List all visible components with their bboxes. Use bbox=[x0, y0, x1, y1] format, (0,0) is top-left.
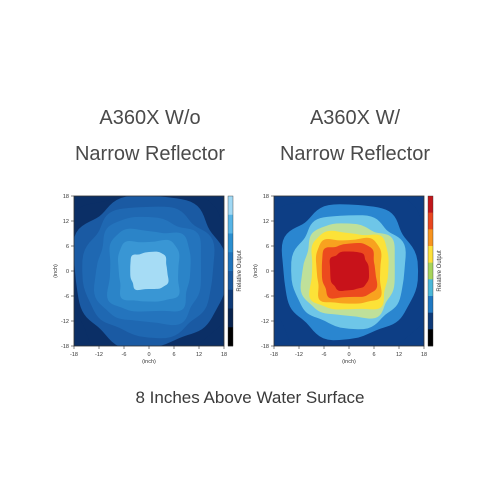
chart-title-left-line2: Narrow Reflector bbox=[74, 143, 226, 165]
y-tick-label: -12 bbox=[61, 319, 69, 325]
chart-title-right-line1: A360X W/ bbox=[309, 107, 401, 129]
y-tick-label: -12 bbox=[261, 319, 269, 325]
y-tick-label: 18 bbox=[263, 194, 269, 200]
colorbar-segment bbox=[428, 262, 433, 280]
colorbar-segment bbox=[428, 196, 433, 213]
x-tick-label: -12 bbox=[295, 352, 303, 358]
y-tick-label: 12 bbox=[63, 219, 69, 225]
figure-caption: 8 Inches Above Water Surface bbox=[135, 388, 365, 407]
colorbar-frame bbox=[427, 195, 434, 347]
y-tick-label: -18 bbox=[261, 344, 269, 350]
x-tick-label: -6 bbox=[122, 352, 127, 358]
x-tick-label: 6 bbox=[172, 352, 175, 358]
x-axis-label: (inch) bbox=[342, 359, 356, 365]
x-tick-label: -6 bbox=[322, 352, 327, 358]
colorbar-segment bbox=[228, 233, 233, 253]
colorbar-segment bbox=[228, 252, 233, 272]
heatmap-area-right bbox=[274, 196, 424, 346]
y-tick-label: -6 bbox=[264, 294, 269, 300]
heatmap-area-left bbox=[74, 196, 224, 346]
colorbar-segment bbox=[228, 214, 233, 234]
colorbar-label: Relative Output bbox=[237, 250, 243, 292]
y-axis-label: (inch) bbox=[253, 264, 259, 278]
x-axis-label: (inch) bbox=[142, 359, 156, 365]
x-tick-label: 12 bbox=[196, 352, 202, 358]
contour-band bbox=[130, 251, 169, 291]
x-tick-label: 0 bbox=[347, 352, 350, 358]
x-tick-label: -18 bbox=[270, 352, 278, 358]
chart-title-left-line1: A360X W/o bbox=[99, 107, 201, 129]
x-tick-label: -18 bbox=[70, 352, 78, 358]
colorbar-segment bbox=[228, 271, 233, 291]
y-tick-label: 6 bbox=[66, 244, 69, 250]
y-tick-label: -18 bbox=[61, 344, 69, 350]
x-tick-label: 18 bbox=[221, 352, 227, 358]
y-tick-label: 18 bbox=[63, 194, 69, 200]
chart-title-right: A360X W/ Narrow Reflector bbox=[245, 100, 465, 172]
colorbar-segment bbox=[428, 212, 433, 230]
x-tick-label: 12 bbox=[396, 352, 402, 358]
colorbar-segment bbox=[428, 229, 433, 247]
y-tick-label: 12 bbox=[263, 219, 269, 225]
colorbar-segment bbox=[428, 296, 433, 313]
y-tick-label: 0 bbox=[266, 269, 269, 275]
colorbar-segment bbox=[428, 329, 433, 347]
y-axis-label: (inch) bbox=[53, 264, 59, 278]
colorbar-segment bbox=[228, 308, 233, 328]
x-tick-label: -12 bbox=[95, 352, 103, 358]
heatmap-plot-left: -18 -12 -6 0 6 12 18 (inch) 18 12 6 0 -6 -12 -18 (inch)… bbox=[53, 194, 243, 365]
colorbar-frame bbox=[227, 195, 234, 347]
y-tick-label: 0 bbox=[66, 269, 69, 275]
colorbar-segment bbox=[228, 289, 233, 309]
colorbar-segment bbox=[228, 196, 233, 216]
chart-title-left: A360X W/o Narrow Reflector bbox=[40, 100, 260, 172]
y-tick-label: 6 bbox=[266, 244, 269, 250]
x-tick-label: 18 bbox=[421, 352, 427, 358]
y-tick-label: -6 bbox=[64, 294, 69, 300]
colorbar-label: Relative Output bbox=[437, 250, 443, 292]
x-tick-label: 6 bbox=[372, 352, 375, 358]
colorbar-segment bbox=[428, 312, 433, 330]
colorbar-segment bbox=[228, 327, 233, 347]
colorbar-segment bbox=[428, 246, 433, 263]
chart-title-right-line2: Narrow Reflector bbox=[279, 143, 431, 165]
heatmap-plot-right: -18 -12 -6 0 6 12 18 (inch) 18 12 6 0 -6 -12 -18 (inch)… bbox=[253, 194, 443, 365]
contour-band bbox=[329, 251, 370, 291]
colorbar-segment bbox=[428, 279, 433, 297]
x-tick-label: 0 bbox=[147, 352, 150, 358]
